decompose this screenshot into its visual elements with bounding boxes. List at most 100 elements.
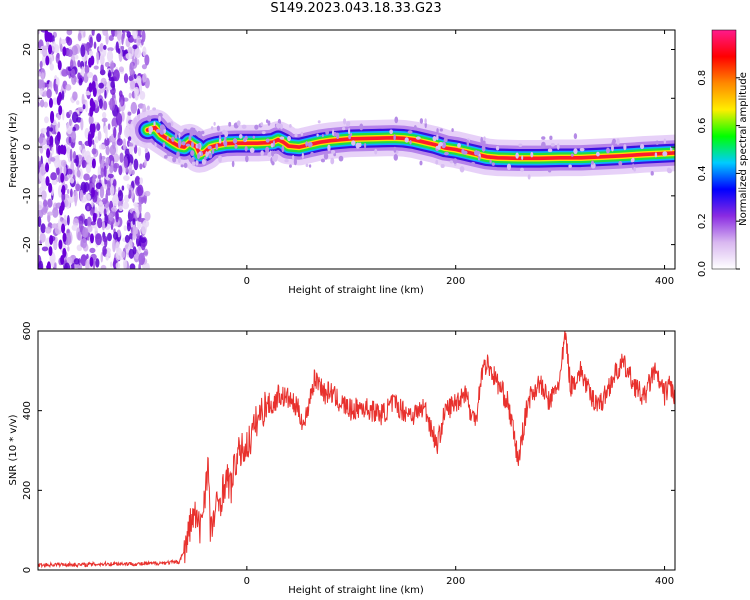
noise-blob [58,172,62,183]
ridge-speck [308,142,313,147]
noise-blob [91,199,94,208]
ridge-speck [415,136,421,140]
colorbar-tick-label: 0.2 [697,213,708,229]
noise-blob [115,241,120,252]
noise-blob [134,252,140,260]
noise-blob [118,205,124,212]
noise-blob [60,216,63,222]
noise-blob [134,88,139,101]
noise-blob [91,148,97,155]
noise-blob [57,60,62,71]
noise-blob [90,55,95,66]
noise-blob [117,189,124,202]
ridge-speck [244,135,248,140]
ridge-speck [495,145,500,151]
ridge-speck [605,147,610,154]
ridge-speck [180,164,184,168]
ridge-speck [439,128,443,132]
noise-blob [105,32,109,45]
noise-blob [51,223,58,229]
noise-blob [140,237,147,243]
ridge-speck [144,148,149,154]
noise-blob [78,77,83,86]
noise-blob [136,209,140,218]
noise-blob [96,51,99,65]
x-axis-ticks-top: 0 200 400 [244,30,674,287]
noise-blob [69,177,75,184]
ridge-speck [424,118,427,124]
ridge-speck [265,138,270,143]
noise-blob [133,74,137,80]
ridge-speck [176,151,180,158]
ridge-speck [483,136,486,141]
y-tick-label: 200 [22,481,33,500]
x-axis-label-top: Height of straight line (km) [288,285,424,296]
ridge-speck [452,158,458,164]
noise-blob [49,234,54,245]
ridge-speck [338,155,344,162]
noise-blob [95,258,100,268]
colorbar-gradient [711,29,737,270]
ridge-speck [323,152,329,160]
noise-blob [61,184,66,195]
ridge-speck [271,161,275,166]
ridge-speck [203,156,207,160]
ridge-speck [224,136,227,142]
noise-blob [89,247,96,254]
y-tick-label: 10 [22,92,33,105]
noise-blob [83,173,90,181]
noise-blob [112,194,119,207]
noise-blob [61,223,66,234]
noise-blob [66,215,70,226]
noise-blob [132,44,138,50]
noise-blob [123,194,130,203]
noise-blob [52,97,59,105]
noise-blob [106,251,111,257]
noise-blob [103,125,108,134]
noise-blob [41,72,45,80]
noise-blob [130,101,138,114]
noise-blob [141,222,147,235]
x-axis-ticks-bottom: 0 200 400 [244,331,674,587]
noise-blob [104,61,110,68]
ridge-speck [413,125,417,130]
noise-blob [68,173,71,179]
noise-blob [124,244,129,250]
noise-blob [123,176,129,181]
ridge-speck [265,146,270,154]
noise-blob [122,258,128,269]
noise-blob [101,220,106,231]
noise-blob [80,241,84,248]
noise-blob [58,105,63,116]
ridge-speck [183,162,188,169]
noise-blob [66,36,71,42]
ridge-speck [279,136,285,140]
noise-blob [39,232,46,243]
ridge-speck [520,167,524,172]
noise-blob [108,212,114,222]
noise-blob [128,92,132,99]
noise-blob [128,238,133,249]
ridge-speck [293,158,298,166]
ridge-speck [443,137,448,143]
snr-panel: 0 200 400 0 200 400 600 Height of straight li… [8,321,676,596]
noise-blob [113,163,118,173]
noise-blob [93,65,99,70]
noise-blob [144,190,151,197]
ridge-speck [267,120,271,126]
noise-blob [47,198,53,208]
noise-blob [118,66,124,73]
chart-title: S149.2023.043.18.33.G23 [270,1,442,16]
noise-blob [75,55,79,60]
noise-region [38,30,151,269]
ridge-speck [223,140,228,148]
noise-blob [98,98,103,109]
noise-blob [38,136,44,144]
noise-blob [45,162,50,173]
ridge-speck [335,132,340,140]
ridge-speck [573,133,578,140]
ridge-speck [210,126,214,130]
noise-blob [44,226,52,234]
ridge-speck [288,123,292,128]
noise-blob [85,101,88,113]
